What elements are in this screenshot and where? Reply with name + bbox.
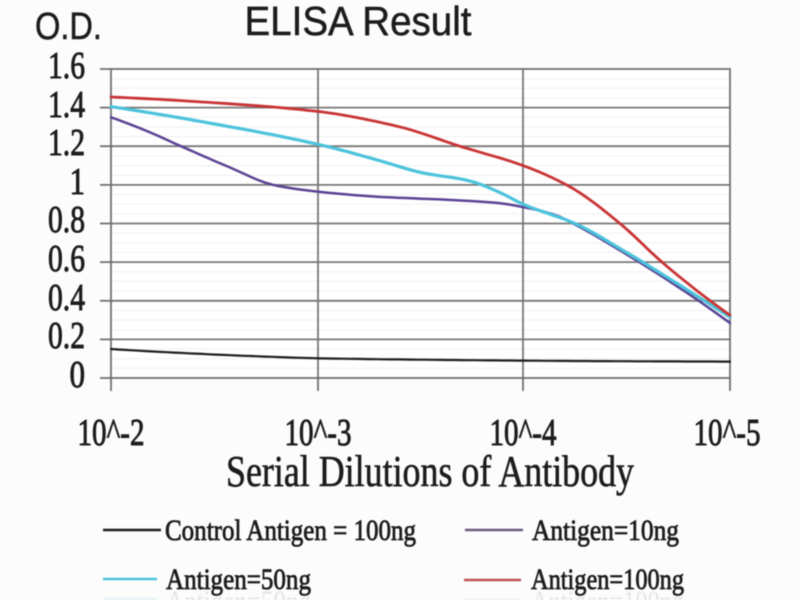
svg-text:10^-5: 10^-5	[694, 412, 761, 454]
svg-text:0.2: 0.2	[48, 315, 85, 357]
svg-text:1.4: 1.4	[48, 84, 85, 126]
svg-text:0: 0	[70, 354, 86, 396]
svg-text:1: 1	[70, 161, 86, 203]
svg-text:Antigen=100ng: Antigen=100ng	[531, 563, 684, 596]
svg-text:O.D.: O.D.	[35, 6, 102, 48]
svg-text:Serial Dilutions of Antibody: Serial Dilutions of Antibody	[226, 447, 634, 496]
svg-text:0.8: 0.8	[48, 199, 85, 241]
svg-text:Antigen=100ng: Antigen=100ng	[531, 585, 684, 600]
svg-text:0.4: 0.4	[48, 277, 85, 319]
svg-text:1.2: 1.2	[48, 122, 85, 164]
svg-text:10^-4: 10^-4	[490, 412, 557, 454]
svg-text:Control Antigen = 100ng: Control Antigen = 100ng	[165, 514, 416, 547]
svg-text:Antigen=50ng: Antigen=50ng	[166, 563, 311, 596]
svg-text:10^-2: 10^-2	[78, 412, 145, 454]
svg-text:0.6: 0.6	[48, 238, 85, 280]
svg-text:Antigen=50ng: Antigen=50ng	[166, 585, 311, 600]
svg-text:ELISA Result: ELISA Result	[245, 0, 473, 44]
svg-text:10^-3: 10^-3	[285, 412, 352, 454]
svg-text:Antigen=10ng: Antigen=10ng	[532, 514, 679, 547]
svg-text:1.6: 1.6	[48, 45, 85, 87]
